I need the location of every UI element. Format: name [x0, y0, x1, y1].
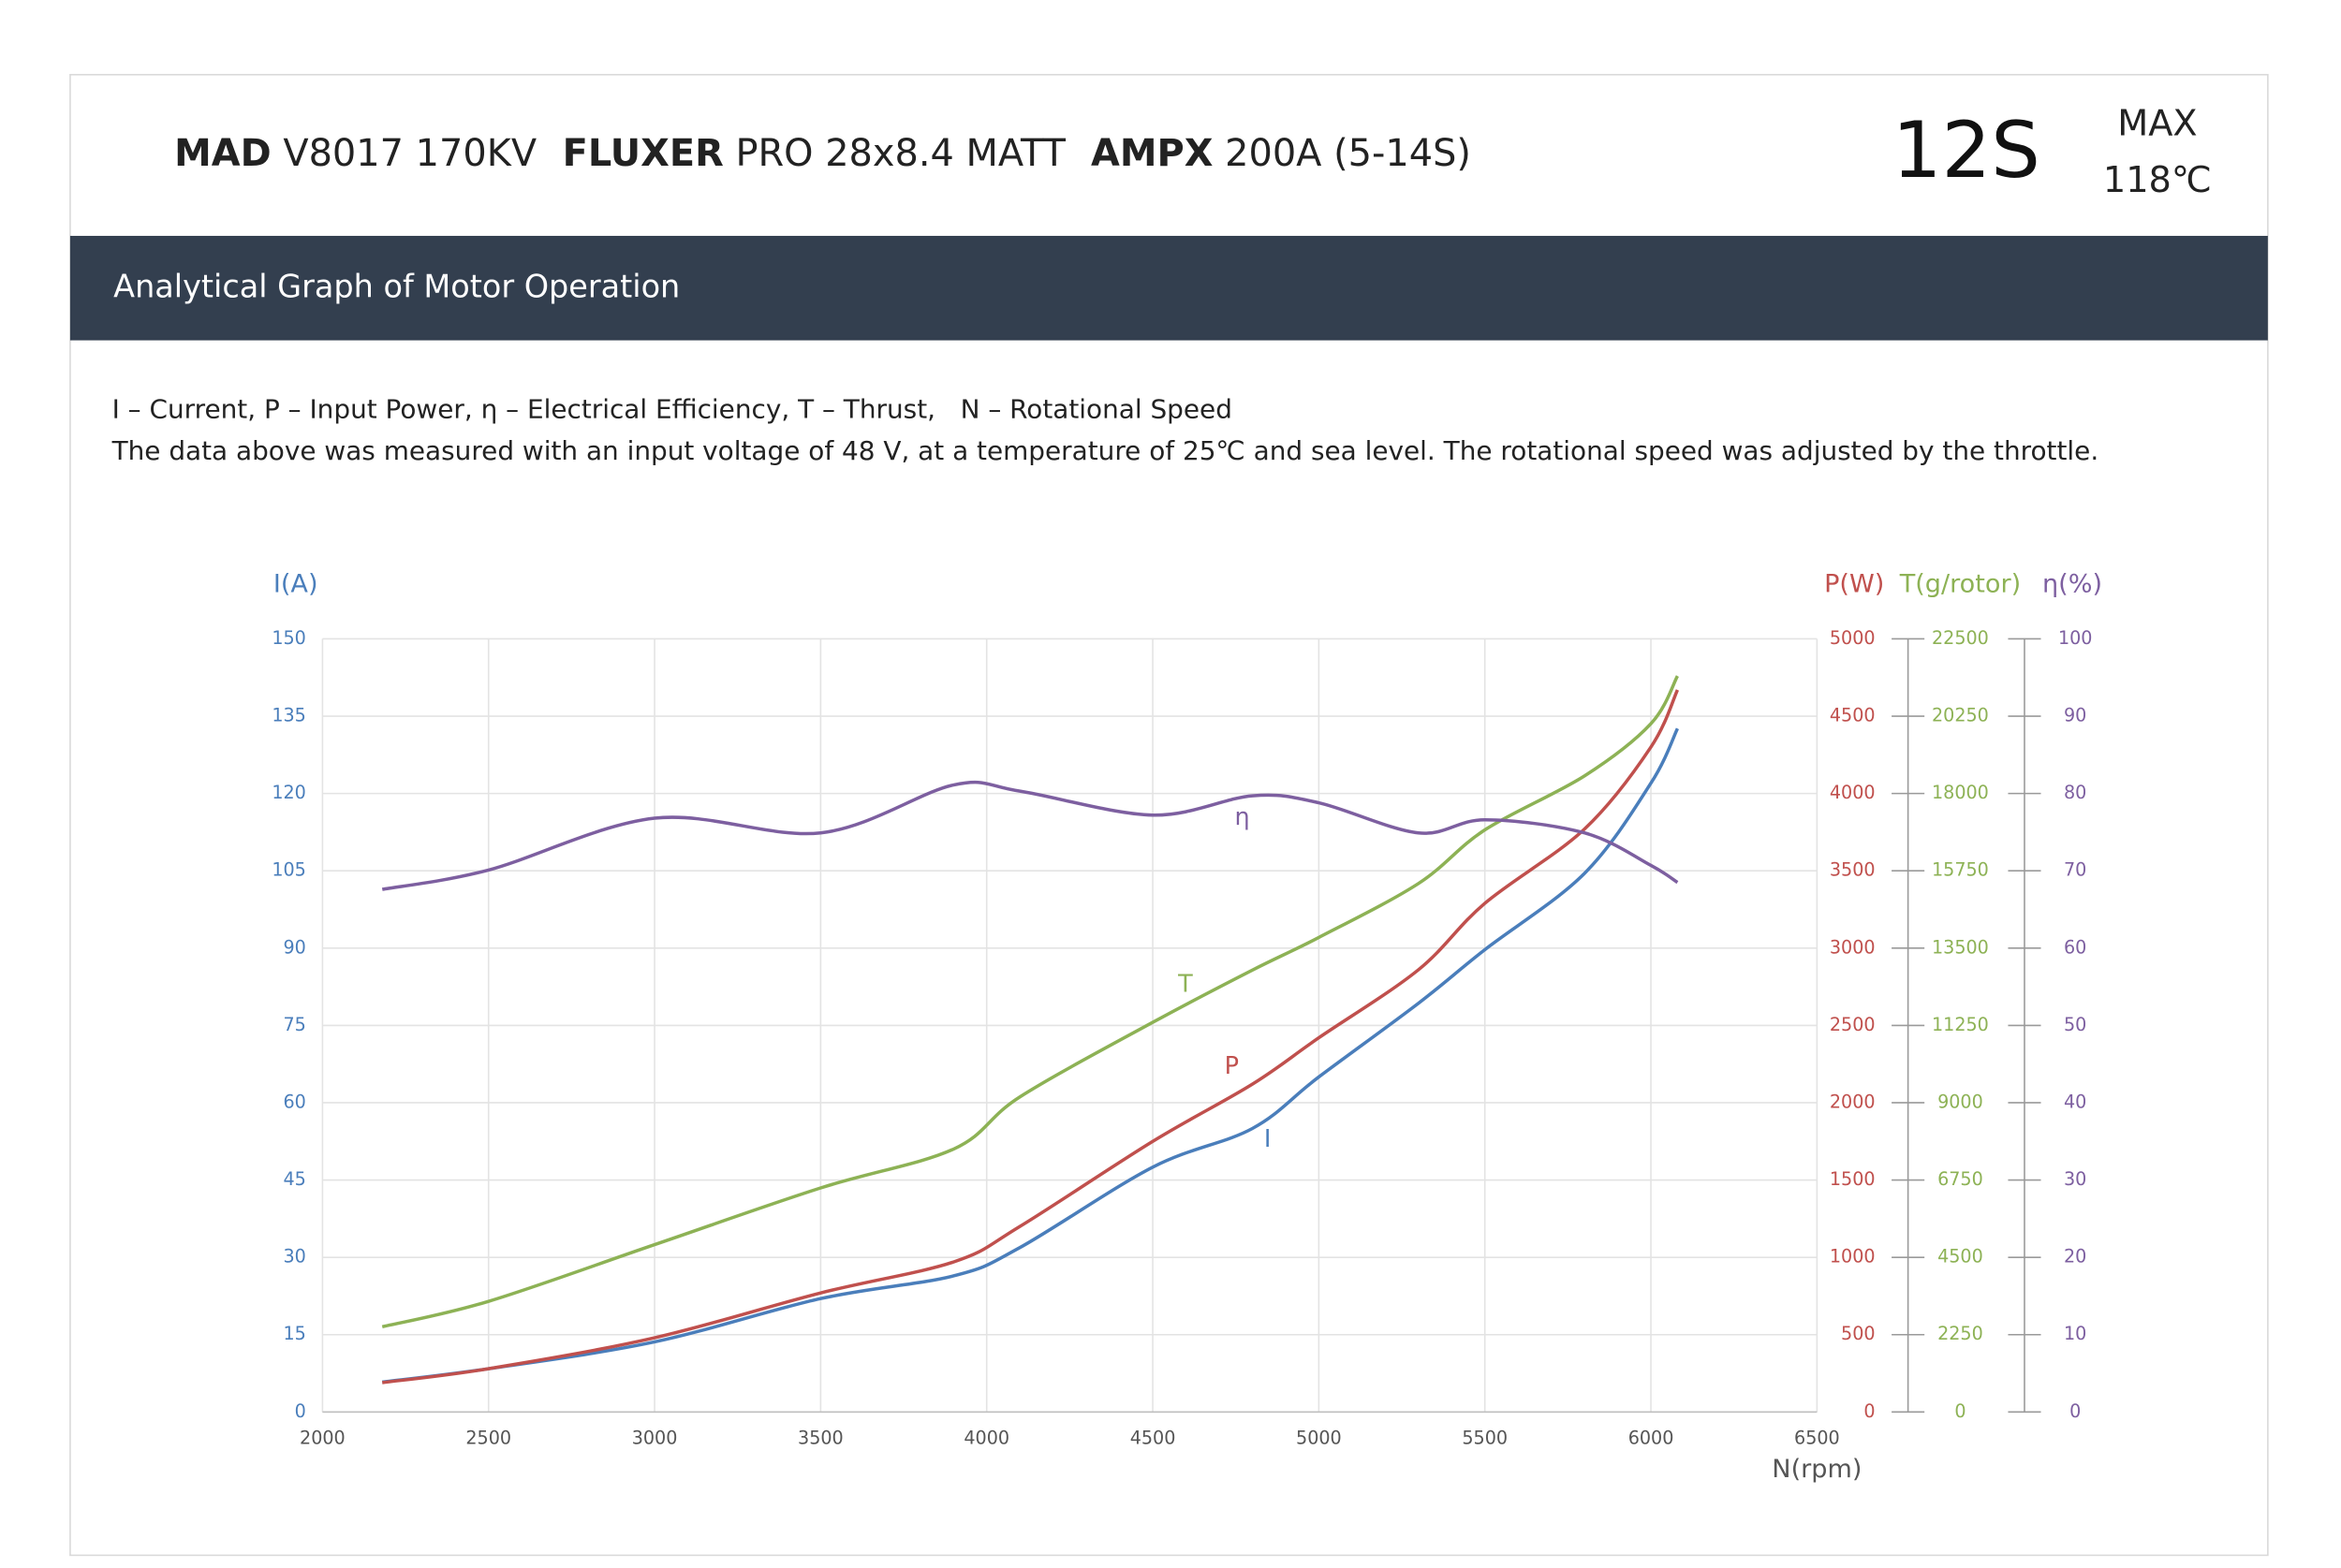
- y3-tick-label: 2250: [1937, 1323, 1983, 1344]
- y4-tick-label: 0: [2069, 1400, 2081, 1422]
- x-tick-label: 3000: [632, 1428, 678, 1449]
- max-label: MAX: [2117, 102, 2197, 144]
- y2-tick-label: 1000: [1830, 1246, 1876, 1268]
- model: V8017 170KV: [272, 131, 537, 174]
- series-line: [381, 781, 1679, 891]
- x-tick-label: 6500: [1794, 1428, 1840, 1449]
- series-label: I: [1264, 1125, 1272, 1153]
- series-line: [381, 675, 1679, 1329]
- y3-tick-label: 18000: [1932, 782, 1989, 803]
- y3-tick-label: 13500: [1932, 936, 1989, 958]
- x-tick-label: 5000: [1296, 1428, 1342, 1449]
- max-temp: 118℃: [2103, 159, 2212, 201]
- y3-tick-label: 6750: [1937, 1168, 1983, 1190]
- note: I – Current, P – Input Power, η – Electr…: [112, 394, 1232, 425]
- model: PRO 28x8.4 MATT: [724, 131, 1067, 174]
- banner-title: Analytical Graph of Motor Operation: [113, 268, 680, 304]
- y4-tick-label: 100: [2058, 627, 2093, 649]
- y4-tick-label: 80: [2064, 782, 2086, 803]
- y-tick-label: 60: [284, 1091, 306, 1112]
- y-tick-label: 120: [272, 782, 306, 803]
- y2-tick-label: 500: [1841, 1323, 1876, 1344]
- series-label: η: [1234, 803, 1249, 831]
- y2-tick-label: 2500: [1830, 1014, 1876, 1035]
- y3-tick-label: 4500: [1937, 1246, 1983, 1268]
- y-tick-label: 45: [284, 1168, 306, 1190]
- note: The data above was measured with an inpu…: [111, 435, 2099, 466]
- y4-tick-label: 50: [2064, 1014, 2086, 1035]
- y-tick-label: 15: [284, 1323, 306, 1344]
- y4-tick-label: 70: [2064, 859, 2086, 881]
- y2-tick-label: 1500: [1830, 1168, 1876, 1190]
- y-tick-label: 30: [284, 1246, 306, 1268]
- y-tick-label: 105: [272, 859, 306, 881]
- y3-tick-label: 15750: [1932, 859, 1989, 881]
- y-tick-label: 150: [272, 627, 306, 649]
- y3-tick-label: 9000: [1937, 1091, 1983, 1112]
- y4-tick-label: 40: [2064, 1091, 2086, 1112]
- y-axis-title: I(A): [273, 570, 318, 599]
- y-tick-label: 0: [295, 1400, 306, 1422]
- y3-axis-title: T(g/rotor): [1899, 570, 2021, 599]
- x-tick-label: 2000: [300, 1428, 346, 1449]
- banner: [69, 235, 2268, 341]
- y4-tick-label: 20: [2064, 1246, 2086, 1268]
- series-label: P: [1225, 1052, 1239, 1080]
- spec-line: FLUXER PRO 28x8.4 MATT: [503, 131, 1101, 174]
- y-tick-label: 75: [284, 1014, 306, 1035]
- brand: AMPX: [1091, 131, 1213, 174]
- y4-tick-label: 90: [2064, 705, 2086, 726]
- y2-tick-label: 3000: [1830, 936, 1876, 958]
- x-tick-label: 4500: [1130, 1428, 1176, 1449]
- brand: MAD: [174, 131, 272, 174]
- y4-axis-title: η(%): [2042, 570, 2102, 599]
- y2-tick-label: 4000: [1830, 782, 1876, 803]
- cells: 12S: [1892, 105, 2040, 196]
- x-tick-label: 5500: [1462, 1428, 1508, 1449]
- y-tick-label: 90: [284, 936, 306, 958]
- chart: 2000 2500 3000 3500 4000 4500 5000 5500 6000 6500…: [272, 570, 2102, 1484]
- y-tick-label: 135: [272, 705, 306, 726]
- model: 200A (5-14S): [1213, 131, 1470, 174]
- y2-tick-label: 2000: [1830, 1091, 1876, 1112]
- x-tick-label: 4000: [964, 1428, 1009, 1449]
- x-tick-label: 6000: [1628, 1428, 1674, 1449]
- y4-tick-label: 10: [2064, 1323, 2086, 1344]
- y2-tick-label: 0: [1863, 1400, 1875, 1422]
- x-tick-label: 3500: [798, 1428, 844, 1449]
- y2-axis-title: P(W): [1824, 570, 1884, 599]
- series-line: [381, 689, 1680, 1385]
- y3-tick-label: 20250: [1932, 705, 1989, 726]
- spec-line: AMPX 200A (5-14S): [1032, 131, 1507, 174]
- y3-tick-label: 11250: [1932, 1014, 1989, 1035]
- y2-tick-label: 4500: [1830, 705, 1876, 726]
- spec-line: MAD V8017 170KV: [115, 131, 572, 174]
- x-axis-title: N(rpm): [1772, 1455, 1862, 1484]
- y3-tick-label: 0: [1954, 1400, 1966, 1422]
- series-label: T: [1177, 970, 1193, 998]
- y3-tick-label: 22500: [1932, 627, 1989, 649]
- y2-tick-label: 5000: [1830, 627, 1876, 649]
- brand: FLUXER: [563, 131, 724, 174]
- y4-tick-label: 30: [2064, 1168, 2086, 1190]
- series-line: [382, 727, 1679, 1385]
- y2-tick-label: 3500: [1830, 859, 1876, 881]
- y4-tick-label: 60: [2064, 936, 2086, 958]
- x-tick-label: 2500: [465, 1428, 511, 1449]
